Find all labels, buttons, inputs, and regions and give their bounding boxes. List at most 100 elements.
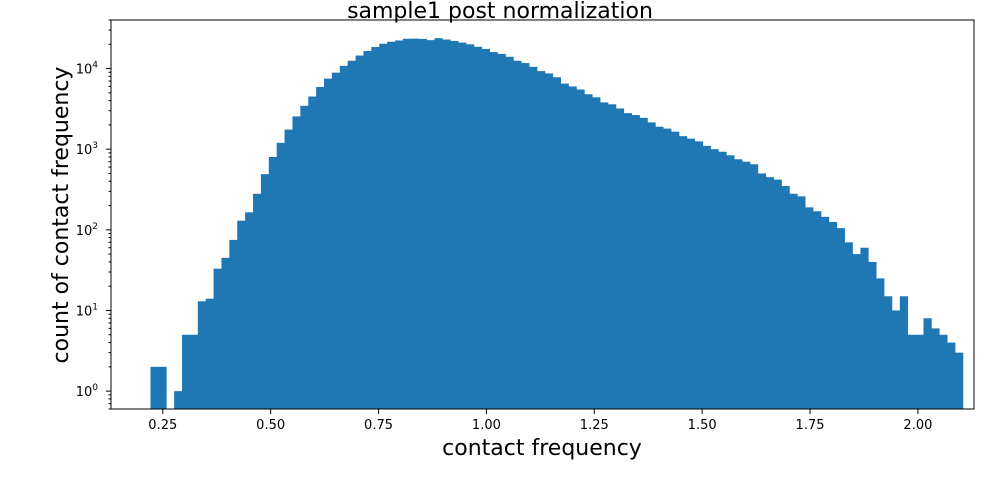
histogram-bar [813,211,822,409]
histogram-bar [876,278,885,409]
histogram-bar [734,159,743,409]
histogram-bar [615,108,625,409]
x-tick-label: 1.75 [796,418,825,433]
histogram-bar [726,155,735,409]
histogram-bar [600,102,609,409]
histogram-bar [521,63,530,410]
histogram-bar [513,60,522,410]
histogram-bar [765,177,774,409]
histogram-bar [426,40,435,410]
histogram-bar [891,310,901,409]
x-axis: 0.25 0.50 0.75 1.00 1.25 1.50 1.75 2.00 [148,409,932,433]
histogram-bar [300,105,309,409]
x-tick-label: 1.50 [688,418,717,433]
histogram-bar [576,89,585,410]
histogram-bar [828,222,838,409]
histogram-bar [347,60,356,410]
histogram-bar [197,301,207,409]
histogram-bar [560,83,569,409]
y-tick-label: 104 [76,61,99,78]
histogram-bar [150,366,159,409]
histogram-bar [292,116,301,409]
histogram-bar [158,366,167,409]
histogram-bar [379,43,388,409]
histogram-bar [505,56,514,410]
histogram-bar [860,247,869,409]
histogram-bar [805,207,814,409]
histogram-bar [923,318,932,409]
histogram-bar [363,51,372,409]
histogram-bar [915,334,924,409]
histogram-bar [931,328,940,409]
histogram-bar [820,216,830,409]
histogram-bar [742,161,751,409]
histogram-bar [387,41,396,410]
histogram-bar [568,86,577,409]
histogram-bar [718,151,727,410]
histogram-bar [434,38,443,410]
histogram-bar [789,193,798,409]
histogram-bar [189,334,199,409]
x-axis-label: contact frequency [442,436,642,461]
histogram-bar [757,173,767,409]
x-tick-label: 1.00 [472,418,501,433]
histogram-bar [450,40,459,409]
histogram-bar [749,164,759,409]
histogram-bar [331,72,341,409]
histogram-bar [686,138,696,409]
histogram-bar [955,352,964,409]
x-tick-label: 2.00 [903,418,932,433]
histogram-bar [253,193,262,409]
histogram-bar [481,48,491,409]
y-tick-label: 101 [76,302,98,319]
histogram-bar [529,66,538,409]
histogram-bar [702,145,711,409]
histogram-bar [410,38,420,409]
histogram-bar [797,196,806,409]
x-tick-label: 0.25 [148,418,177,433]
histogram-bar [339,65,349,409]
plot-frame [110,19,975,410]
histogram-bar [639,117,648,409]
histogram-bar [284,129,293,409]
histogram-bar [544,73,554,410]
histogram-bar [245,212,254,409]
histogram-bar [418,38,427,410]
histogram-bar [655,126,664,410]
histogram-bar [852,254,861,409]
histogram-bar [939,334,948,409]
histogram-bar [584,94,593,409]
histogram-bar [466,44,475,409]
histogram-bar [237,220,246,409]
x-tick-label: 1.25 [580,418,609,433]
x-tick-label: 0.50 [256,418,285,433]
histogram-bars [150,38,964,410]
histogram-bar [324,78,333,409]
histogram-bar [182,334,191,409]
histogram-bar [395,40,404,410]
histogram-bar [268,157,278,409]
histogram-bar [316,87,325,409]
histogram-bar [174,391,183,409]
histogram-bar [884,296,893,409]
histogram-bar [497,53,506,409]
histogram-bar [868,261,877,409]
histogram-bar [663,128,672,409]
histogram-bar [308,96,317,410]
histogram-bar [213,268,222,409]
histogram-bar [836,228,845,409]
histogram-bar [473,46,483,409]
histogram-bar [899,296,909,409]
histogram-bar [631,115,640,409]
y-axis: 100 101 102 103 104 [76,19,111,410]
histogram-bar [773,179,782,409]
histogram-bar [710,149,719,409]
histogram-bar [442,39,451,409]
histogram-bar [678,136,688,409]
histogram-bar [371,47,380,409]
x-tick-label: 0.75 [364,418,393,433]
y-tick-label: 100 [76,383,99,400]
histogram-bar [229,239,238,409]
histogram-bar [458,42,467,409]
